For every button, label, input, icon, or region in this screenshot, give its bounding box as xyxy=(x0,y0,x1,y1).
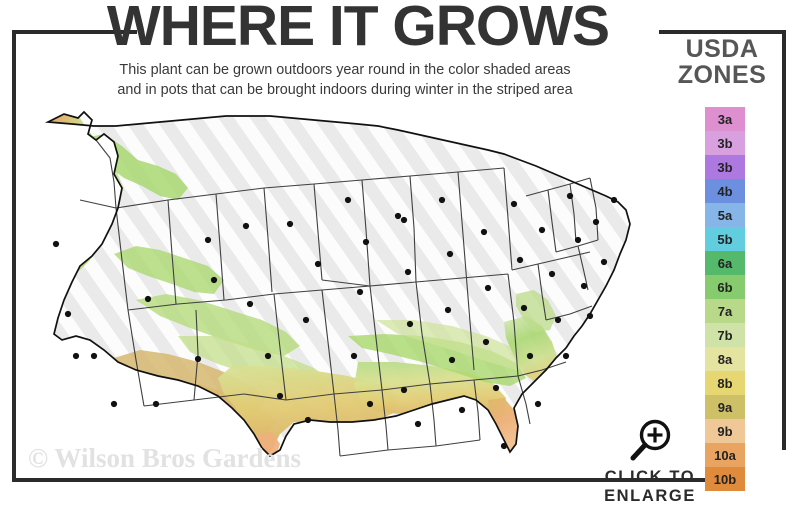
zone-swatch-6a: 6a xyxy=(705,251,745,275)
zone-swatch-9b: 9b xyxy=(705,419,745,443)
zone-swatch-5b: 5b xyxy=(705,227,745,251)
zone-swatch-3b-2: 3b xyxy=(705,155,745,179)
zone-swatch-7a: 7a xyxy=(705,299,745,323)
zone-swatch-8a: 8a xyxy=(705,347,745,371)
subtitle-line-1: This plant can be grown outdoors year ro… xyxy=(119,62,571,78)
legend-title: USDA ZONES xyxy=(663,36,781,88)
city-dots xyxy=(52,192,618,450)
zone-swatch-6b: 6b xyxy=(705,275,745,299)
zone-swatch-4b: 4b xyxy=(705,179,745,203)
frame-segment-right xyxy=(782,30,786,450)
zone-swatch-3a: 3a xyxy=(705,107,745,131)
state-borders xyxy=(79,139,599,457)
zone-swatch-9a: 9a xyxy=(705,395,745,419)
country-outline xyxy=(44,110,631,458)
zone-swatch-10b: 10b xyxy=(705,467,745,491)
subtitle: This plant can be grown outdoors year ro… xyxy=(40,60,650,100)
zone-swatch-8b: 8b xyxy=(705,371,745,395)
zone-swatch-10a: 10a xyxy=(705,443,745,467)
subtitle-line-2: and in pots that can be brought indoors … xyxy=(117,82,573,98)
zone-swatch-3b-1: 3b xyxy=(705,131,745,155)
frame-segment-bottom xyxy=(12,478,739,482)
usda-zone-legend: 3a 3b 3b 4b 5a 5b 6a 6b 7a 7b 8a 8b 9a 9b 10a 10b xyxy=(705,107,745,491)
map-container[interactable] xyxy=(18,104,658,474)
magnifier-plus-icon[interactable] xyxy=(622,418,678,464)
frame-segment-top-left xyxy=(12,30,137,34)
click-to-enlarge-cta[interactable]: CLICK TO ENLARGE xyxy=(560,418,740,506)
click-to-enlarge-label[interactable]: CLICK TO ENLARGE xyxy=(604,468,696,505)
usa-hardiness-zone-map[interactable] xyxy=(18,104,658,474)
frame-segment-left xyxy=(12,30,16,482)
legend-title-line-2: ZONES xyxy=(677,61,767,89)
legend-title-line-1: USDA xyxy=(685,35,759,63)
zone-swatch-5a: 5a xyxy=(705,203,745,227)
page-title: WHERE IT GROWS xyxy=(106,0,610,58)
zone-swatch-7b: 7b xyxy=(705,323,745,347)
frame-segment-top-right xyxy=(659,30,786,34)
watermark: © Wilson Bros Gardens xyxy=(28,443,301,473)
